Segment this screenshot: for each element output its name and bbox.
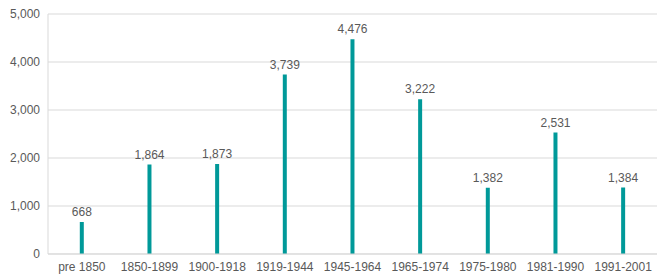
svg-text:1981-1990: 1981-1990 (527, 260, 585, 274)
svg-text:5,000: 5,000 (10, 7, 40, 21)
svg-text:1965-1974: 1965-1974 (391, 260, 449, 274)
svg-text:1,873: 1,873 (202, 147, 232, 161)
svg-text:1850-1899: 1850-1899 (121, 260, 179, 274)
svg-text:3,000: 3,000 (10, 103, 40, 117)
svg-text:0: 0 (33, 247, 40, 261)
svg-text:1,384: 1,384 (608, 171, 638, 185)
svg-text:4,000: 4,000 (10, 55, 40, 69)
svg-text:1900-1918: 1900-1918 (188, 260, 246, 274)
svg-text:668: 668 (72, 205, 92, 219)
svg-text:3,739: 3,739 (270, 58, 300, 72)
svg-text:4,476: 4,476 (337, 22, 367, 36)
svg-text:2,000: 2,000 (10, 151, 40, 165)
svg-text:1975-1980: 1975-1980 (459, 260, 517, 274)
svg-text:1,864: 1,864 (134, 148, 164, 162)
svg-text:2,531: 2,531 (540, 116, 570, 130)
svg-text:1,382: 1,382 (473, 171, 503, 185)
svg-text:3,222: 3,222 (405, 82, 435, 96)
svg-text:1919-1944: 1919-1944 (256, 260, 314, 274)
svg-text:1945-1964: 1945-1964 (324, 260, 382, 274)
svg-text:1,000: 1,000 (10, 199, 40, 213)
svg-text:pre 1850: pre 1850 (58, 260, 106, 274)
svg-text:1991-2001: 1991-2001 (594, 260, 652, 274)
